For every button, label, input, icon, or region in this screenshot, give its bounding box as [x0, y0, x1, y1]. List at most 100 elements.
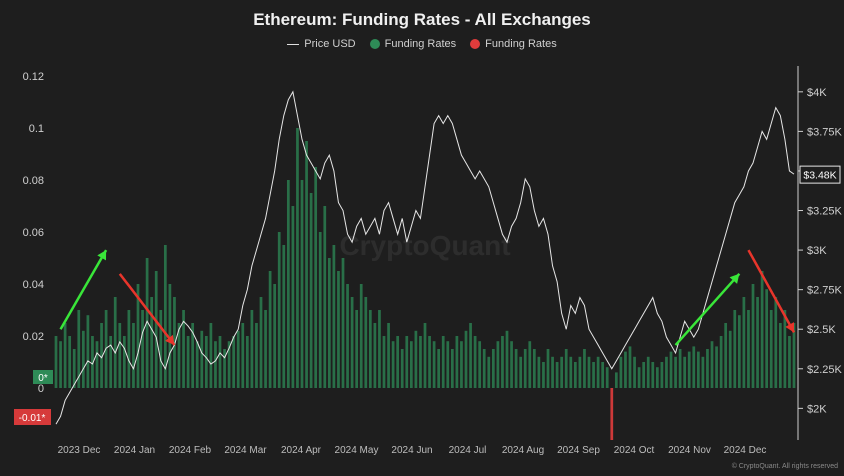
- funding-bar: [523, 349, 527, 388]
- funding-bar: [177, 323, 181, 388]
- funding-bar: [687, 351, 691, 388]
- x-tick-label: 2024 Nov: [668, 445, 711, 456]
- funding-bar: [760, 271, 764, 388]
- funding-bar: [227, 341, 231, 388]
- legend-item-funding-negative[interactable]: Funding Rates: [470, 38, 557, 50]
- legend-funding-negative-dot: [470, 39, 481, 49]
- funding-bar: [542, 362, 545, 388]
- arrow-red-shaft: [747, 249, 796, 333]
- funding-bar: [337, 271, 340, 388]
- funding-bar: [651, 362, 655, 388]
- funding-bars: [54, 128, 796, 440]
- annotation-arrows: [59, 249, 796, 346]
- funding-bar: [510, 341, 513, 388]
- funding-bar: [323, 206, 327, 388]
- funding-bar: [601, 362, 605, 388]
- funding-bar: [282, 245, 286, 388]
- x-axis: 2023 Dec 2024 Jan 2024 Feb 2024 Mar 2024 Apr…: [58, 445, 767, 456]
- funding-bar: [473, 336, 477, 388]
- funding-bar: [63, 323, 67, 388]
- funding-bar: [305, 141, 308, 388]
- x-tick-label: 2024 Aug: [502, 445, 544, 456]
- funding-bar: [614, 372, 618, 388]
- arrow-green-head: [729, 273, 740, 284]
- right-tick-label: $3.25K: [807, 206, 843, 218]
- funding-bar: [163, 245, 167, 388]
- funding-bar: [696, 351, 700, 388]
- funding-bar: [737, 315, 741, 388]
- funding-bar: [769, 310, 773, 388]
- funding-bar: [241, 323, 245, 388]
- funding-bar: [268, 271, 272, 388]
- funding-bar: [122, 336, 126, 388]
- funding-bar: [291, 206, 295, 388]
- funding-bar: [733, 310, 737, 388]
- legend-item-funding-positive[interactable]: Funding Rates: [369, 38, 457, 50]
- funding-bar: [236, 330, 240, 388]
- funding-bar: [141, 310, 144, 388]
- arrow-green-shaft: [59, 249, 108, 330]
- price-badge: [799, 165, 841, 184]
- funding-bar: [100, 323, 103, 388]
- funding-bar: [432, 341, 436, 388]
- funding-bar: [400, 349, 404, 388]
- funding-bar: [642, 362, 646, 388]
- funding-bar: [496, 341, 500, 388]
- funding-bar: [223, 349, 226, 388]
- funding-bar: [683, 356, 687, 388]
- funding-bar: [469, 323, 472, 388]
- funding-bar: [655, 367, 659, 388]
- funding-bar: [382, 336, 386, 388]
- funding-bar: [455, 336, 459, 388]
- funding-bar: [346, 284, 349, 388]
- funding-bar: [756, 297, 759, 388]
- funding-bar: [296, 128, 299, 388]
- legend-price-marker: [287, 43, 300, 45]
- funding-bar: [587, 356, 591, 388]
- funding-bar: [701, 356, 705, 388]
- funding-bar: [409, 341, 413, 388]
- funding-bar: [109, 336, 113, 388]
- price-line: [55, 90, 795, 425]
- funding-bar: [200, 330, 204, 388]
- funding-bar: [546, 349, 550, 388]
- funding-bar: [528, 341, 532, 388]
- legend-item-price[interactable]: Price USD: [287, 38, 356, 50]
- funding-bar: [68, 336, 72, 388]
- funding-bar: [692, 346, 696, 388]
- funding-bar: [537, 356, 541, 388]
- left-tick-label: 0.12: [23, 71, 44, 83]
- x-tick-label: 2024 Apr: [281, 445, 322, 456]
- right-tick-label: $3K: [807, 245, 827, 257]
- x-tick-label: 2024 Jan: [114, 445, 155, 456]
- left-tick-label: 0.06: [23, 227, 44, 239]
- funding-bar: [715, 346, 718, 388]
- funding-bar: [373, 323, 377, 388]
- legend-funding-positive-label: Funding Rates: [384, 38, 457, 50]
- x-tick-label: 2024 Feb: [169, 445, 212, 456]
- funding-bar: [273, 284, 277, 388]
- funding-bar: [482, 349, 486, 388]
- funding-bar: [505, 330, 509, 388]
- legend-price-label: Price USD: [304, 38, 356, 50]
- funding-bar: [378, 310, 381, 388]
- chart-title: Ethereum: Funding Rates - All Exchanges: [253, 10, 591, 29]
- left-tick-label: 0.02: [23, 331, 44, 343]
- arrow-red-shaft: [118, 273, 176, 346]
- funding-bar: [450, 349, 454, 388]
- copyright: © CryptoQuant. All rights reserved: [732, 462, 838, 470]
- right-tick-label: $2K: [807, 403, 827, 415]
- funding-bar: [665, 356, 668, 388]
- right-tick-label: $2.25K: [807, 364, 843, 376]
- axis-badges: 0* -0.01* $3.48K: [14, 165, 841, 425]
- funding-bar: [592, 362, 595, 388]
- funding-bar: [778, 323, 782, 388]
- funding-bar: [154, 271, 158, 388]
- arrow-red-head: [165, 334, 175, 345]
- funding-bar: [309, 193, 313, 388]
- funding-bar: [191, 323, 195, 388]
- funding-bar: [396, 336, 400, 388]
- funding-bar: [646, 356, 650, 388]
- funding-bar: [724, 323, 728, 388]
- funding-bar: [460, 341, 463, 388]
